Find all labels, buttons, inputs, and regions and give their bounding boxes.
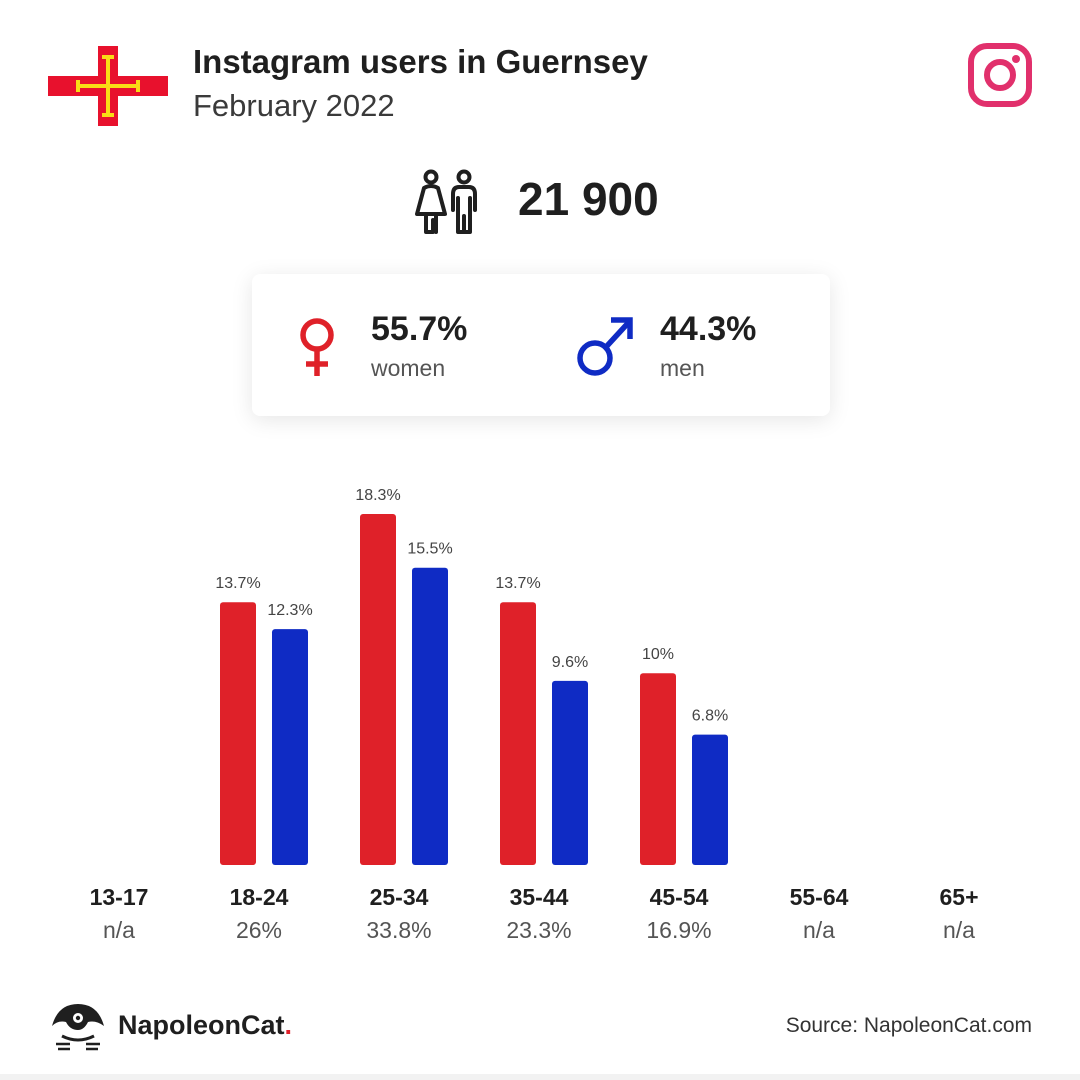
brand-text: NapoleonCat [118, 1010, 285, 1040]
bar-label-women-25-34: 18.3% [355, 487, 400, 504]
female-symbol-icon [300, 318, 334, 376]
page-subtitle: February 2022 [193, 88, 395, 123]
bar-men-18-24 [272, 629, 308, 865]
bottom-band [0, 1074, 1080, 1080]
age-group-total: 23.3% [506, 917, 572, 943]
bar-label-men-25-34: 15.5% [407, 541, 452, 558]
bar-label-women-45-54: 10% [642, 646, 674, 663]
age-group-label: 25-34 [369, 884, 429, 910]
age-group-label: 45-54 [649, 884, 709, 910]
bar-women-45-54 [640, 673, 676, 865]
bar-label-women-18-24: 13.7% [215, 575, 260, 592]
gender-card: 55.7% women 44.3% men [252, 274, 830, 416]
people-icon [415, 169, 477, 234]
age-group-total: n/a [103, 917, 135, 943]
men-label: men [660, 355, 705, 381]
men-percent: 44.3% [660, 310, 757, 348]
instagram-icon [968, 43, 1032, 107]
brand-name: NapoleonCat. [118, 1010, 292, 1041]
women-label: women [371, 355, 446, 381]
age-group-label: 55-64 [789, 884, 849, 910]
source-text: Source: NapoleonCat.com [785, 1014, 1032, 1037]
bar-label-men-35-44: 9.6% [552, 654, 588, 671]
brand-dot: . [284, 1010, 293, 1040]
age-group-label: 65+ [939, 884, 979, 910]
guernsey-flag-icon [48, 46, 168, 126]
age-group-total: 16.9% [646, 917, 712, 943]
napoleoncat-logo [52, 1004, 104, 1051]
bar-women-35-44 [500, 602, 536, 865]
bar-women-18-24 [220, 602, 256, 865]
age-group-total: n/a [943, 917, 975, 943]
age-group-label: 18-24 [229, 884, 289, 910]
total-users-value: 21 900 [518, 173, 659, 225]
bar-men-25-34 [412, 567, 448, 865]
bar-women-25-34 [360, 514, 396, 865]
age-group-label: 13-17 [89, 884, 149, 910]
age-group-total: 26% [235, 917, 283, 943]
age-group-label: 35-44 [509, 884, 569, 910]
age-group-total: 33.8% [366, 917, 432, 943]
bar-label-women-35-44: 13.7% [495, 575, 540, 592]
page-title: Instagram users in Guernsey [193, 43, 648, 80]
male-symbol-icon [577, 317, 633, 376]
bar-label-men-45-54: 6.8% [692, 708, 728, 725]
age-gender-bar-chart: 13.7% 12.3% 18.3% 15.5% 13.7% 9.6% 10% 6.8% [215, 487, 728, 865]
bar-men-45-54 [692, 734, 728, 865]
age-group-total: n/a [803, 917, 835, 943]
women-percent: 55.7% [371, 310, 468, 348]
bar-men-35-44 [552, 680, 588, 865]
bar-label-men-18-24: 12.3% [267, 602, 312, 619]
